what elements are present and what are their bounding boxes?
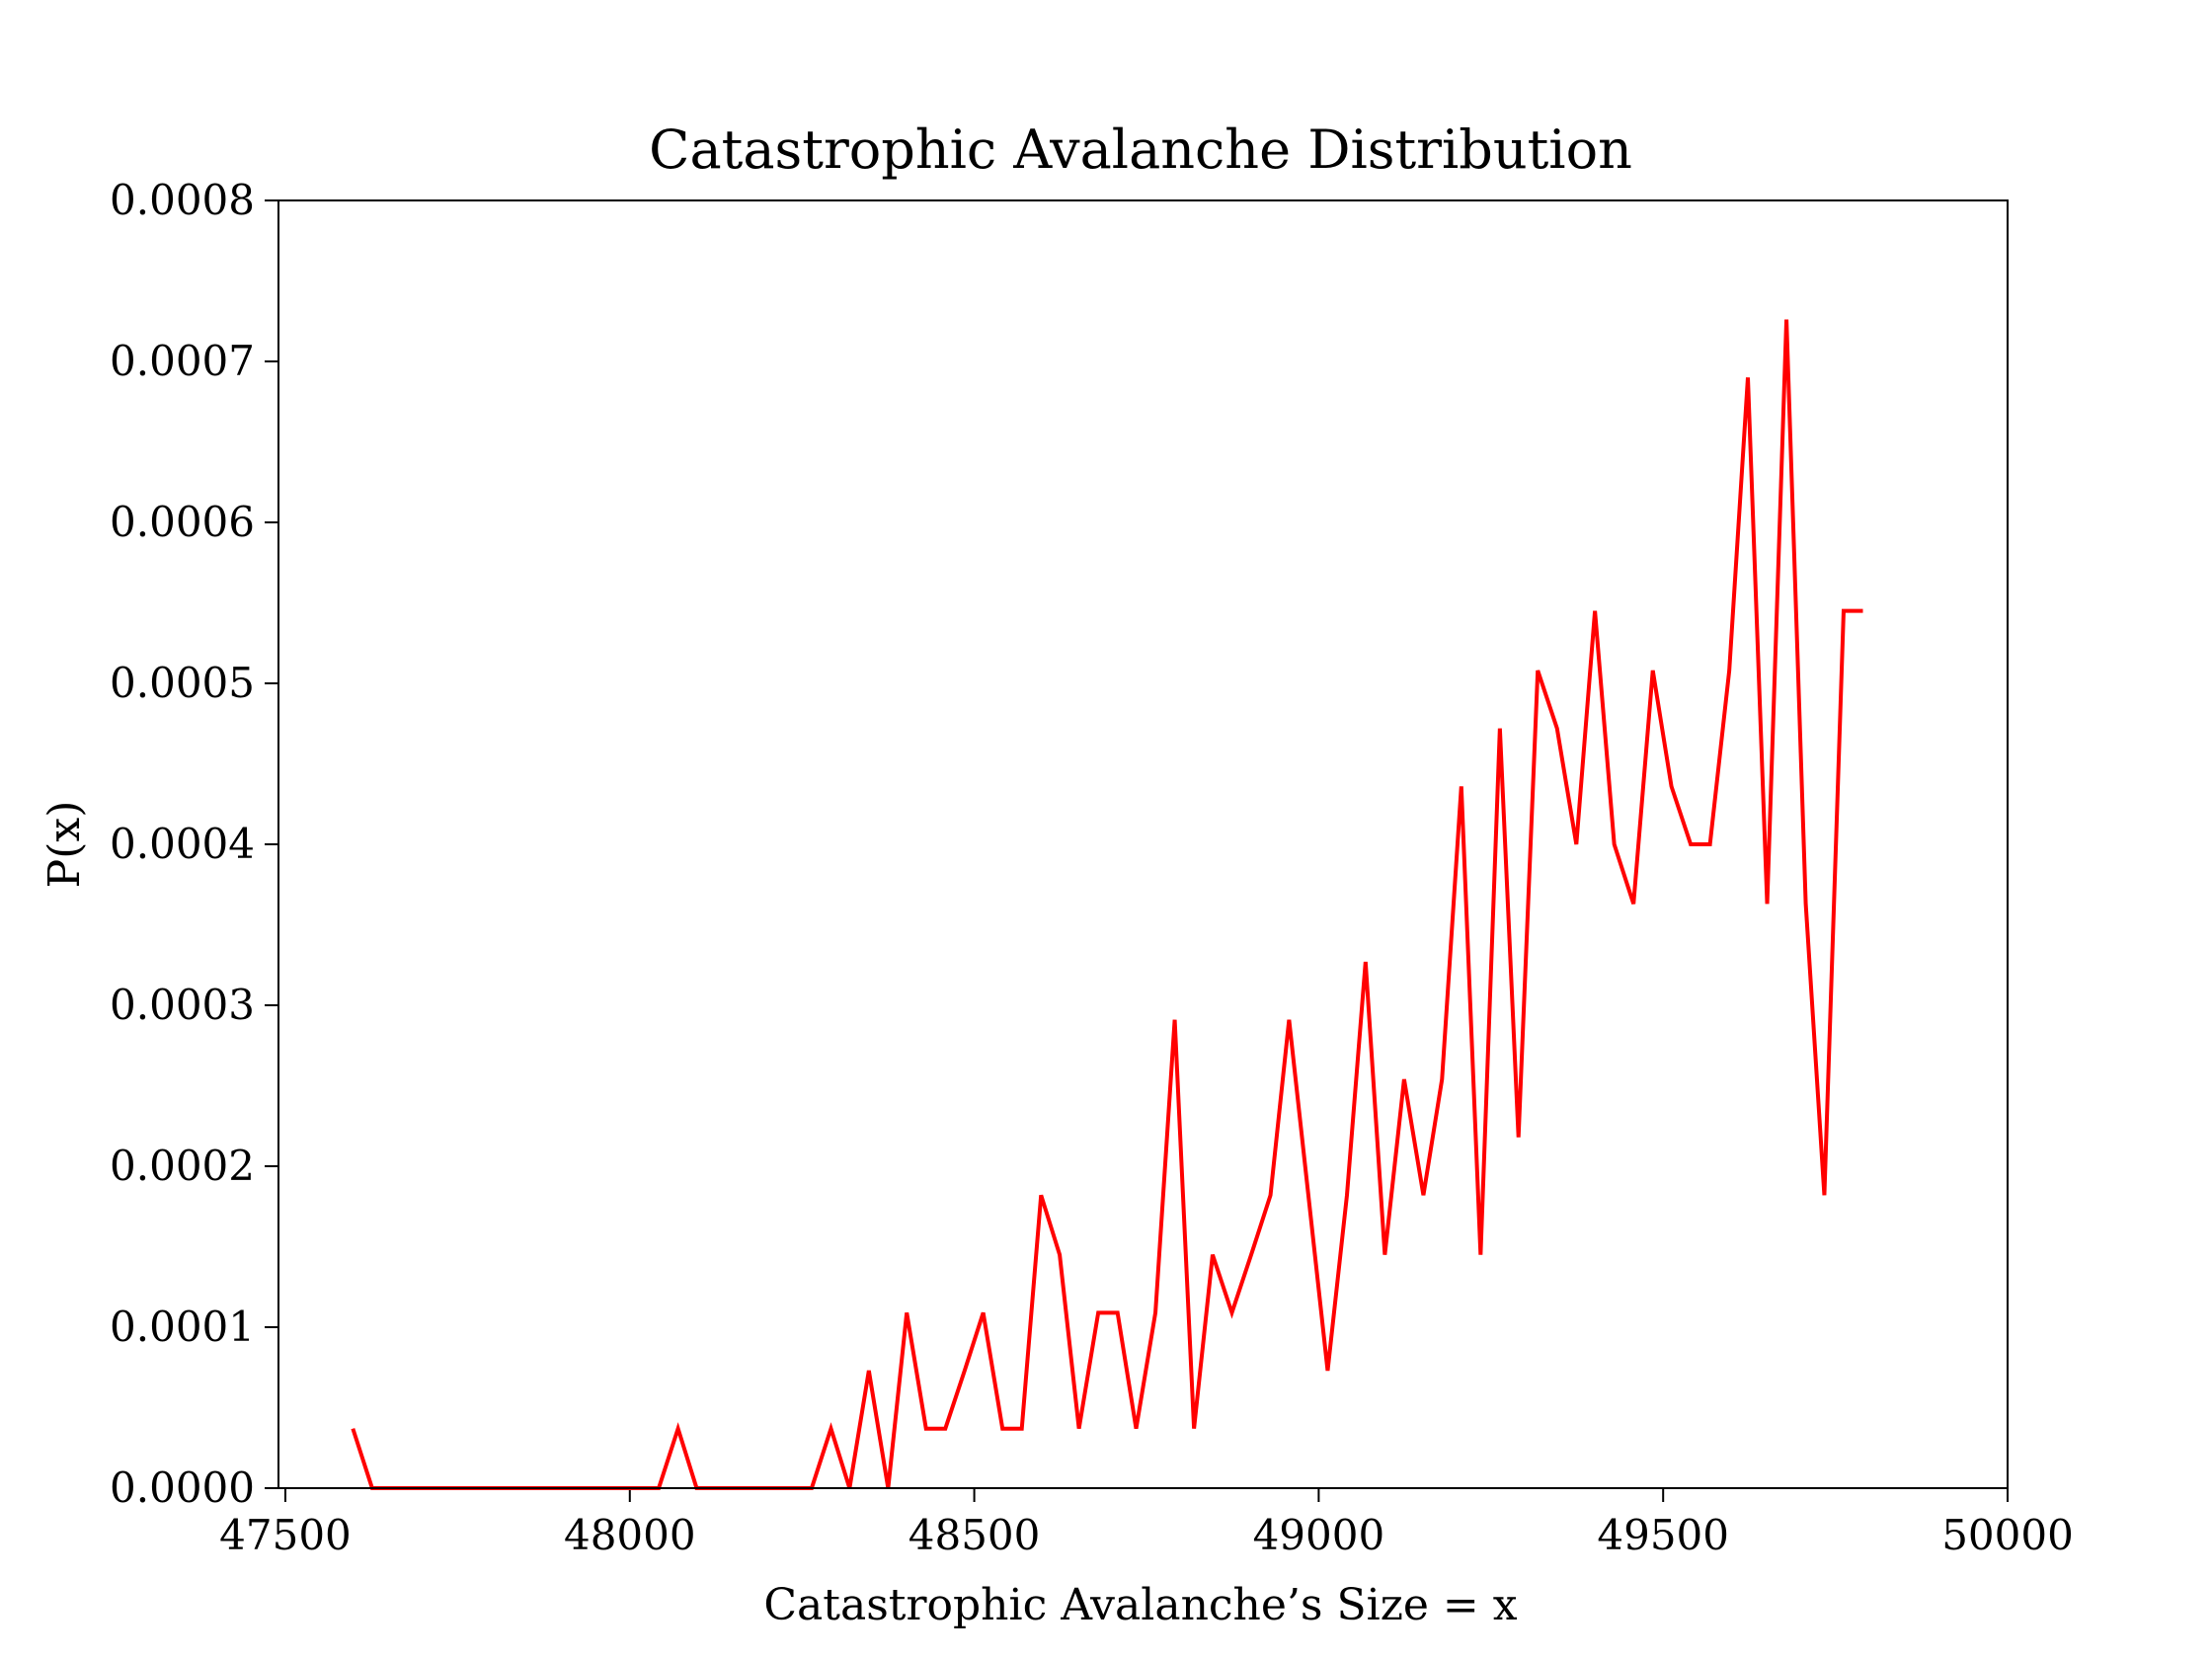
series-layer xyxy=(351,319,1863,1490)
x-tick-label: 48000 xyxy=(564,1511,696,1559)
x-tick-label: 47500 xyxy=(219,1511,352,1559)
y-tick-label: 0.0004 xyxy=(110,820,255,868)
x-tick-label: 48500 xyxy=(908,1511,1041,1559)
y-tick-label: 0.0000 xyxy=(110,1463,255,1512)
y-tick-label: 0.0005 xyxy=(110,659,255,707)
y-tick-label: 0.0008 xyxy=(110,176,255,224)
y-axis-label: P(x) xyxy=(40,801,90,889)
x-tick-label: 49000 xyxy=(1253,1511,1385,1559)
y-axis-ticks: 0.0000 0.0001 0.0002 0.0003 0.0004 0.0005 0.00… xyxy=(110,176,278,1512)
x-axis-label: Catastrophic Avalanche’s Size = x xyxy=(763,1580,1517,1630)
y-tick-label: 0.0007 xyxy=(110,337,255,385)
series-line xyxy=(351,319,1863,1490)
chart-title: Catastrophic Avalanche Distribution xyxy=(649,118,1632,181)
x-tick-label: 50000 xyxy=(1941,1511,2074,1559)
y-tick-label: 0.0006 xyxy=(110,498,255,546)
y-tick-label: 0.0002 xyxy=(110,1142,255,1190)
y-tick-label: 0.0001 xyxy=(110,1303,255,1351)
x-tick-label: 49500 xyxy=(1597,1511,1729,1559)
y-tick-label: 0.0003 xyxy=(110,981,255,1029)
x-axis-ticks: 47500 48000 48500 49000 49500 50000 xyxy=(219,1488,2074,1559)
plot-frame xyxy=(277,199,2009,1489)
